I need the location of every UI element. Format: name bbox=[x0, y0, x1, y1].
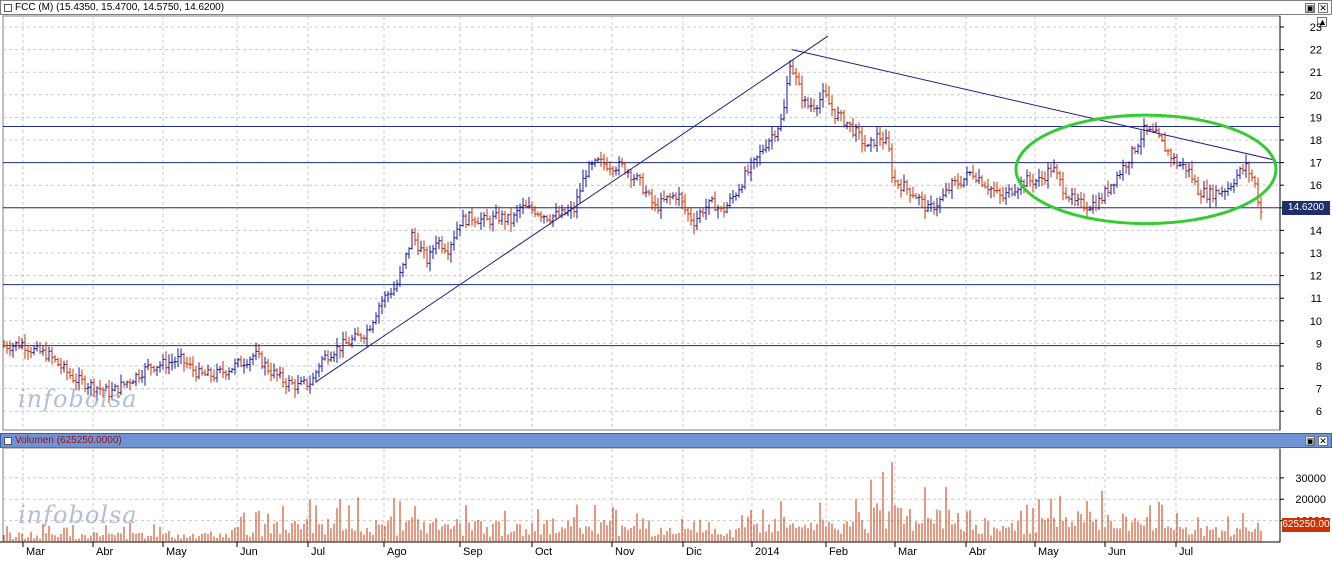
x-tick-label: Jun bbox=[1108, 546, 1126, 558]
price-y-tick-label: 23 bbox=[1310, 22, 1322, 34]
x-tick-label: Nov bbox=[615, 546, 635, 558]
x-tick-label: May bbox=[1038, 546, 1059, 558]
x-tick-label: Ago bbox=[387, 546, 407, 558]
panel-icon bbox=[4, 4, 12, 12]
highlight-ellipse bbox=[1014, 113, 1278, 226]
x-tick-label: Feb bbox=[829, 546, 848, 558]
price-y-tick-label: 6 bbox=[1316, 406, 1322, 418]
close-panel-button[interactable]: ✕ bbox=[1318, 3, 1328, 13]
x-tick-label: Oct bbox=[535, 546, 552, 558]
trend-line bbox=[315, 35, 829, 383]
x-tick-label: Abr bbox=[96, 546, 113, 558]
volume-plot-frame bbox=[2, 447, 1281, 543]
price-y-tick-label: 8 bbox=[1316, 361, 1322, 373]
trend-line bbox=[791, 49, 1277, 161]
price-y-tick-label: 11 bbox=[1311, 293, 1322, 305]
x-tick-label: Sep bbox=[463, 546, 483, 558]
x-tick-label: Jun bbox=[240, 546, 258, 558]
last-price-tag: 14.6200 bbox=[1282, 201, 1330, 215]
x-tick-label: Mar bbox=[26, 546, 45, 558]
price-y-tick-label: 21 bbox=[1310, 67, 1322, 79]
price-plot-frame bbox=[2, 15, 1281, 431]
maximize-volume-button[interactable]: ▣ bbox=[1305, 436, 1315, 446]
price-y-tick-label: 12 bbox=[1310, 271, 1322, 283]
price-y-tick-label: 20 bbox=[1310, 90, 1322, 102]
volume-watermark: infobolsa bbox=[18, 501, 138, 529]
x-tick-label: Mar bbox=[898, 546, 917, 558]
price-y-tick-label: 13 bbox=[1310, 248, 1322, 260]
x-tick-label: Abr bbox=[969, 546, 986, 558]
close-volume-button[interactable]: ✕ bbox=[1318, 436, 1328, 446]
x-tick-label: May bbox=[166, 546, 187, 558]
last-volume-tag: 625250.00 bbox=[1282, 518, 1330, 532]
x-tick-label: 2014 bbox=[755, 546, 779, 558]
volume-y-tick-label: 20000 bbox=[1295, 494, 1326, 506]
price-y-tick-label: 18 bbox=[1310, 135, 1322, 147]
panel-icon bbox=[4, 437, 12, 445]
x-tick-label: Jul bbox=[311, 546, 325, 558]
price-panel-header: FCC (M) (15.4350, 15.4700, 14.5750, 14.6… bbox=[0, 0, 1332, 15]
price-panel-title: FCC (M) (15.4350, 15.4700, 14.5750, 14.6… bbox=[15, 2, 225, 13]
price-y-tick-label: 9 bbox=[1316, 338, 1322, 350]
price-y-tick-label: 17 bbox=[1310, 158, 1322, 170]
scroll-up-button[interactable]: ▲ bbox=[1317, 17, 1327, 27]
price-y-tick-label: 22 bbox=[1310, 45, 1322, 57]
x-tick-label: Jul bbox=[1179, 546, 1193, 558]
maximize-panel-button[interactable]: ▣ bbox=[1305, 3, 1315, 13]
price-y-tick-label: 10 bbox=[1310, 316, 1322, 328]
volume-y-tick-label: 30000 bbox=[1295, 473, 1326, 485]
volume-panel-title: Volumen (625250.0000) bbox=[15, 435, 122, 446]
price-y-tick-label: 14 bbox=[1310, 225, 1322, 237]
price-watermark: infobolsa bbox=[18, 385, 138, 413]
price-y-tick-label: 16 bbox=[1310, 180, 1322, 192]
price-y-tick-label: 7 bbox=[1316, 384, 1322, 396]
x-tick-label: Dic bbox=[686, 546, 702, 558]
price-y-tick-label: 19 bbox=[1310, 112, 1322, 124]
